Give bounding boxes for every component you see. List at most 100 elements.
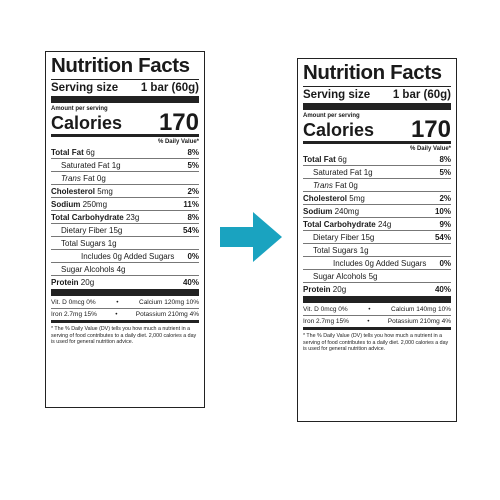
cholesterol-row: Cholesterol 5mg 2% bbox=[51, 184, 199, 197]
sodium-label: Sodium bbox=[51, 199, 81, 209]
thick-divider bbox=[303, 296, 451, 303]
medium-divider bbox=[303, 327, 451, 330]
carbohydrate-percent: 8% bbox=[187, 212, 199, 222]
serving-size-label: Serving size bbox=[51, 82, 119, 94]
amount-per-serving: Amount per serving bbox=[51, 106, 108, 112]
total-fat-row: Total Fat 6g 8% bbox=[51, 146, 199, 158]
medium-divider bbox=[303, 141, 451, 144]
protein-row: Protein 20g 40% bbox=[51, 275, 199, 288]
total-fat-label: Total Fat bbox=[51, 147, 84, 157]
footnote: * The % Daily Value (DV) tells you how m… bbox=[303, 333, 449, 352]
divider bbox=[303, 86, 451, 87]
total-fat-row: Total Fat 6g 8% bbox=[303, 153, 451, 165]
trans-fat-italic: Trans bbox=[61, 173, 81, 183]
cholesterol-amount: 5mg bbox=[97, 186, 113, 196]
sodium-amount: 240mg bbox=[334, 206, 360, 216]
protein-label: Protein bbox=[303, 284, 331, 294]
total-sugars-label: Total Sugars 1g bbox=[61, 238, 117, 248]
saturated-fat-label: Saturated Fat 1g bbox=[313, 167, 373, 177]
total-sugars-label: Total Sugars 1g bbox=[313, 245, 369, 255]
calories-label: Calories bbox=[303, 120, 375, 140]
cholesterol-percent: 2% bbox=[439, 193, 451, 203]
serving-size-row: Serving size 1 bar (60g) bbox=[51, 80, 199, 95]
carbohydrate-amount: 24g bbox=[377, 219, 392, 229]
total-sugars-row: Total Sugars 1g bbox=[303, 243, 451, 256]
calories-value: 170 bbox=[158, 109, 199, 136]
medium-divider bbox=[51, 320, 199, 323]
thick-divider bbox=[303, 103, 451, 110]
total-carbohydrate-row: Total Carbohydrate 23g 8% bbox=[51, 210, 199, 223]
sugar-alcohols-row: Sugar Alcohols 5g bbox=[303, 269, 451, 282]
saturated-fat-label: Saturated Fat 1g bbox=[61, 160, 121, 170]
nutrition-label-new: Nutrition Facts Serving size 1 bar (60g)… bbox=[297, 58, 457, 422]
total-fat-label: Total Fat bbox=[303, 154, 336, 164]
sodium-row: Sodium 240mg 10% bbox=[303, 204, 451, 217]
label-title: Nutrition Facts bbox=[303, 61, 442, 84]
mineral-row: Vit. D 0mcg 0% • Calcium 120mg 10% bbox=[51, 297, 199, 308]
total-fat-amount: 6g bbox=[337, 154, 347, 164]
divider bbox=[51, 79, 199, 80]
cholesterol-amount: 5mg bbox=[349, 193, 365, 203]
sugar-alcohols-label: Sugar Alcohols 5g bbox=[313, 271, 378, 281]
added-sugars-row: Includes 0g Added Sugars 0% bbox=[51, 249, 199, 262]
dietary-fiber-percent: 54% bbox=[434, 232, 451, 242]
added-sugars-percent: 0% bbox=[439, 258, 451, 268]
trans-fat-row: Trans Fat 0g bbox=[51, 171, 199, 184]
carbohydrate-percent: 9% bbox=[439, 219, 451, 229]
trans-fat-label: Fat 0g bbox=[335, 180, 358, 190]
carbohydrate-label: Total Carbohydrate bbox=[303, 219, 376, 229]
added-sugars-label: Includes 0g Added Sugars bbox=[333, 258, 427, 268]
mineral-row: Iron 2.7mg 15% • Potassium 210mg 4% bbox=[303, 315, 451, 327]
sugar-alcohols-row: Sugar Alcohols 4g bbox=[51, 262, 199, 275]
cholesterol-row: Cholesterol 5mg 2% bbox=[303, 191, 451, 204]
carbohydrate-amount: 23g bbox=[125, 212, 140, 222]
iron: Iron 2.7mg 15% bbox=[51, 311, 97, 318]
sodium-percent: 11% bbox=[183, 199, 199, 209]
vitamin-d: Vit. D 0mcg 0% bbox=[51, 299, 96, 306]
serving-size-value: 1 bar (60g) bbox=[392, 89, 451, 101]
dietary-fiber-row: Dietary Fiber 15g 54% bbox=[303, 230, 451, 243]
protein-amount: 20g bbox=[332, 284, 347, 294]
dietary-fiber-label: Dietary Fiber 15g bbox=[61, 225, 123, 235]
bullet: • bbox=[116, 299, 119, 306]
daily-value-header: % Daily Value* bbox=[157, 139, 199, 145]
bullet: • bbox=[115, 311, 118, 318]
cholesterol-label: Cholesterol bbox=[51, 186, 96, 196]
nutrition-label-old: Nutrition Facts Serving size 1 bar (60g)… bbox=[45, 51, 205, 408]
total-sugars-row: Total Sugars 1g bbox=[51, 236, 199, 249]
potassium: Potassium 210mg 4% bbox=[387, 318, 451, 325]
footnote: * The % Daily Value (DV) tells you how m… bbox=[51, 326, 197, 345]
calories-row: Calories 170 bbox=[303, 118, 451, 142]
protein-row: Protein 20g 40% bbox=[303, 282, 451, 295]
dietary-fiber-percent: 54% bbox=[182, 225, 199, 235]
added-sugars-percent: 0% bbox=[187, 251, 199, 261]
iron: Iron 2.7mg 15% bbox=[303, 318, 349, 325]
serving-size-row: Serving size 1 bar (60g) bbox=[303, 87, 451, 102]
total-fat-amount: 6g bbox=[85, 147, 95, 157]
protein-percent: 40% bbox=[434, 284, 451, 294]
added-sugars-row: Includes 0g Added Sugars 0% bbox=[303, 256, 451, 269]
calcium: Calcium 120mg 10% bbox=[139, 299, 199, 306]
saturated-fat-row: Saturated Fat 1g 5% bbox=[51, 158, 199, 171]
potassium: Potassium 210mg 4% bbox=[135, 311, 199, 318]
bullet: • bbox=[367, 318, 370, 325]
thick-divider bbox=[51, 289, 199, 296]
dietary-fiber-label: Dietary Fiber 15g bbox=[313, 232, 375, 242]
sodium-percent: 10% bbox=[434, 206, 451, 216]
sodium-label: Sodium bbox=[303, 206, 333, 216]
protein-amount: 20g bbox=[80, 277, 95, 287]
calcium: Calcium 140mg 10% bbox=[391, 306, 451, 313]
serving-size-value: 1 bar (60g) bbox=[140, 82, 199, 94]
protein-percent: 40% bbox=[182, 277, 199, 287]
medium-divider bbox=[51, 134, 199, 137]
cholesterol-percent: 2% bbox=[187, 186, 199, 196]
cholesterol-label: Cholesterol bbox=[303, 193, 348, 203]
mineral-row: Iron 2.7mg 15% • Potassium 210mg 4% bbox=[51, 308, 199, 320]
dietary-fiber-row: Dietary Fiber 15g 54% bbox=[51, 223, 199, 236]
sugar-alcohols-label: Sugar Alcohols 4g bbox=[61, 264, 126, 274]
trans-fat-italic: Trans bbox=[313, 180, 333, 190]
trans-fat-label: Fat 0g bbox=[83, 173, 106, 183]
calories-label: Calories bbox=[51, 113, 123, 133]
daily-value-header: % Daily Value* bbox=[409, 146, 451, 152]
sodium-row: Sodium 250mg 11% bbox=[51, 197, 199, 210]
